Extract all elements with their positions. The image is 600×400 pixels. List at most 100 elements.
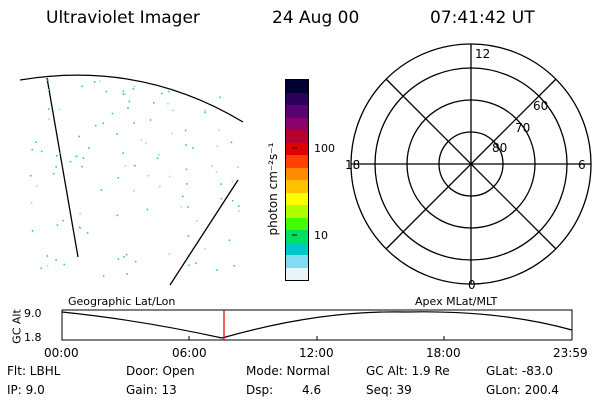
aurora-pixel	[47, 79, 49, 81]
colorbar-band	[286, 167, 308, 180]
aurora-pixel	[76, 155, 79, 157]
aurora-pixel	[187, 235, 190, 237]
aurora-pixel	[93, 81, 96, 83]
aurora-pixel	[117, 258, 120, 260]
mlt-label-18: 18	[345, 158, 360, 172]
aurora-pixel	[168, 253, 171, 255]
aurora-pixel	[161, 92, 163, 95]
aurora-pixel	[220, 183, 222, 185]
aurora-pixel	[159, 185, 161, 188]
aurora-pixel	[100, 189, 103, 191]
earth-limb-arc	[19, 74, 244, 123]
aurora-pixel	[40, 150, 43, 153]
x-tick-0600: 06:00	[172, 346, 207, 360]
instrument-title: Ultraviolet Imager	[46, 8, 200, 28]
aurora-pixel	[184, 129, 187, 132]
colorbar-band	[286, 205, 308, 218]
aurora-pixel	[149, 119, 152, 121]
status-filter: Flt: LBHL	[7, 364, 61, 378]
aurora-pixel	[171, 132, 173, 135]
aurora-pixel	[30, 174, 32, 177]
aurora-pixel	[105, 90, 108, 93]
aurora-pixel	[99, 80, 101, 83]
aurora-pixel	[111, 112, 114, 115]
aurora-pixel	[144, 142, 147, 145]
aurora-pixel	[94, 124, 97, 127]
aurora-pixel	[55, 259, 57, 261]
aurora-pixel	[188, 264, 190, 267]
aurora-pixel	[133, 85, 136, 88]
aurora-pixel	[35, 141, 37, 143]
aurora-pixel	[156, 157, 159, 159]
aurora-pixel	[215, 171, 218, 174]
aurora-pixel	[230, 141, 233, 144]
lat-label-80: 80	[492, 141, 507, 155]
aurora-pixel	[58, 108, 61, 111]
aurora-pixel	[228, 239, 231, 242]
lat-label-60: 60	[533, 99, 548, 113]
aurora-pixel	[219, 96, 221, 99]
aurora-pixel	[30, 202, 33, 204]
x-tick-1200: 12:00	[299, 346, 334, 360]
aurora-pixel	[123, 255, 125, 258]
aurora-pixel	[78, 226, 81, 229]
colorbar	[285, 79, 309, 281]
aurora-pixel	[47, 89, 49, 91]
aurora-pixel	[46, 264, 49, 267]
aurora-pixel	[158, 153, 160, 156]
aurora-speckles	[30, 79, 240, 277]
aurora-pixel	[122, 93, 125, 95]
aurora-pixel	[237, 205, 240, 207]
x-tick-2359: 23:59	[553, 346, 588, 360]
aurora-pixel	[231, 180, 234, 183]
aurora-pixel	[31, 230, 34, 232]
colorbar-band	[286, 105, 308, 118]
aurora-pixel	[88, 147, 90, 149]
aurora-pixel	[195, 220, 198, 222]
aurora-pixel	[168, 90, 170, 93]
colorbar-band	[286, 192, 308, 205]
aurora-pixel	[185, 168, 188, 171]
aurora-pixel	[81, 165, 83, 168]
polar-mlat-mlt-plot: 12 18 6 0 60 70 80	[345, 43, 592, 292]
aurora-pixel	[46, 255, 49, 257]
aurora-pixel	[231, 199, 234, 202]
aurora-pixel	[124, 93, 127, 96]
aurora-pixel	[122, 90, 125, 93]
aurora-pixel	[233, 265, 235, 267]
aurora-pixel	[48, 118, 50, 120]
aurora-pixel	[56, 155, 58, 157]
aurora-pixel	[122, 152, 124, 154]
aurora-pixel	[140, 139, 143, 142]
aurora-pixel	[128, 100, 131, 103]
status-glat: GLat: -83.0	[486, 364, 553, 378]
aurora-pixel	[47, 108, 50, 110]
date-label: 24 Aug 00	[272, 8, 360, 28]
aurora-pixel	[218, 129, 220, 131]
status-dsp-value: 4.6	[302, 383, 322, 397]
status-gc-alt: GC Alt: 1.9 Re	[366, 364, 450, 378]
apex-caption: Apex MLat/MLT	[415, 295, 498, 308]
geographic-image-panel	[19, 74, 244, 286]
y-tick-9: 9.0	[24, 307, 42, 320]
aurora-pixel	[146, 208, 149, 211]
title-bar: Ultraviolet Imager 24 Aug 00 07:41:42 UT	[0, 0, 600, 36]
colorbar-band	[286, 130, 308, 143]
geo-caption: Geographic Lat/Lon	[68, 295, 176, 308]
aurora-pixel	[192, 147, 194, 149]
gc-alt-axis-title: GC Alt	[10, 309, 24, 344]
aurora-pixel	[81, 85, 83, 88]
colorbar-band	[286, 267, 308, 280]
aurora-pixel	[167, 102, 169, 105]
aurora-pixel	[186, 183, 188, 185]
colorbar-band	[286, 142, 308, 155]
aurora-pixel	[172, 109, 174, 112]
colorbar-tick-10: 10	[314, 229, 328, 242]
aurora-pixel	[187, 206, 189, 208]
colorbar-band	[286, 242, 308, 255]
x-tick-0000: 00:00	[44, 346, 79, 360]
colorbar-band	[286, 180, 308, 193]
colorbar-band	[286, 217, 308, 230]
colorbar-band	[286, 117, 308, 130]
aurora-pixel	[55, 166, 57, 168]
